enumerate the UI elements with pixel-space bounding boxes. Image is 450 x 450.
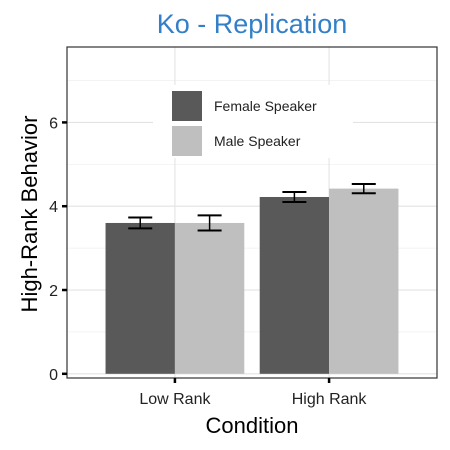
- x-tick-label: Low Rank: [139, 391, 211, 408]
- y-axis-title: High-Rank Behavior: [17, 116, 42, 313]
- panel-border: [66, 46, 438, 379]
- y-tick-label: 2: [49, 283, 58, 300]
- bars: [105, 188, 399, 374]
- x-axis-title: Condition: [206, 413, 299, 438]
- y-tick-label: 4: [49, 199, 58, 216]
- x-axis: Low Rank High Rank: [139, 378, 367, 408]
- chart-title: Ko - Replication: [157, 9, 348, 39]
- plot-panel: Female Speaker Male Speaker: [66, 46, 438, 379]
- y-tick-label: 0: [49, 367, 58, 384]
- legend-label: Male Speaker: [214, 133, 301, 149]
- error-bars: [128, 183, 376, 232]
- y-axis: 0 2 4 6: [49, 115, 67, 384]
- bar: [174, 222, 245, 374]
- x-tick-label: High Rank: [292, 391, 368, 408]
- legend-label: Female Speaker: [214, 98, 317, 114]
- bar: [259, 196, 330, 374]
- bar: [105, 222, 175, 374]
- legend: Female Speaker Male Speaker: [153, 85, 353, 158]
- y-tick-label: 6: [49, 115, 58, 132]
- bar: [329, 188, 399, 374]
- error-bar: [282, 190, 307, 204]
- error-bar: [351, 183, 376, 195]
- legend-key: [172, 91, 202, 121]
- error-bar: [128, 216, 153, 230]
- error-bar: [197, 214, 222, 232]
- legend-key: [172, 126, 202, 156]
